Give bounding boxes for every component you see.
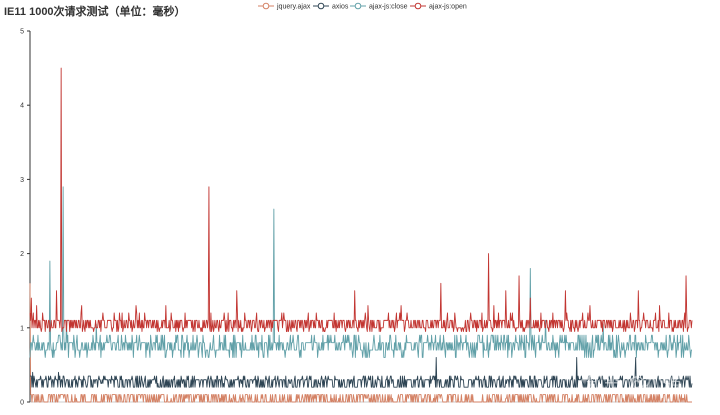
y-tick-label: 4: [20, 103, 24, 110]
y-tick-label: 3: [20, 177, 24, 184]
y-tick-label: 2: [20, 251, 24, 258]
legend-label: ajax-js:open: [429, 4, 467, 11]
series-line-ajax-js-open: [29, 67, 693, 332]
series-line-ajax-js-close: [29, 186, 692, 358]
series-line-jquery-ajax: [29, 283, 692, 403]
chart-title: IE11 1000次请求测试（单位：毫秒）: [4, 6, 186, 18]
legend-marker-icon: [262, 2, 270, 10]
y-tick-label: 0: [20, 400, 24, 407]
y-tick-label: 5: [20, 29, 24, 36]
legend[interactable]: jquery.ajax axios ajax-js:close ajax-js:ope…: [258, 2, 467, 11]
legend-marker-icon: [317, 2, 325, 10]
legend-item[interactable]: jquery.ajax: [258, 2, 311, 11]
watermark: 知乎 @小强: [586, 373, 682, 394]
legend-item[interactable]: ajax-js:close: [350, 2, 408, 11]
series-lines: [29, 67, 693, 403]
legend-item[interactable]: axios: [313, 2, 349, 11]
legend-label: jquery.ajax: [276, 4, 311, 11]
legend-marker-icon: [414, 2, 422, 10]
legend-item[interactable]: ajax-js:open: [410, 2, 467, 11]
legend-label: axios: [332, 4, 349, 11]
y-tick-label: 1: [20, 325, 24, 332]
legend-label: ajax-js:close: [369, 4, 408, 11]
legend-marker-icon: [354, 2, 362, 10]
watermark-text: 知乎 @小强: [586, 373, 682, 394]
series-line-axios: [30, 357, 693, 388]
